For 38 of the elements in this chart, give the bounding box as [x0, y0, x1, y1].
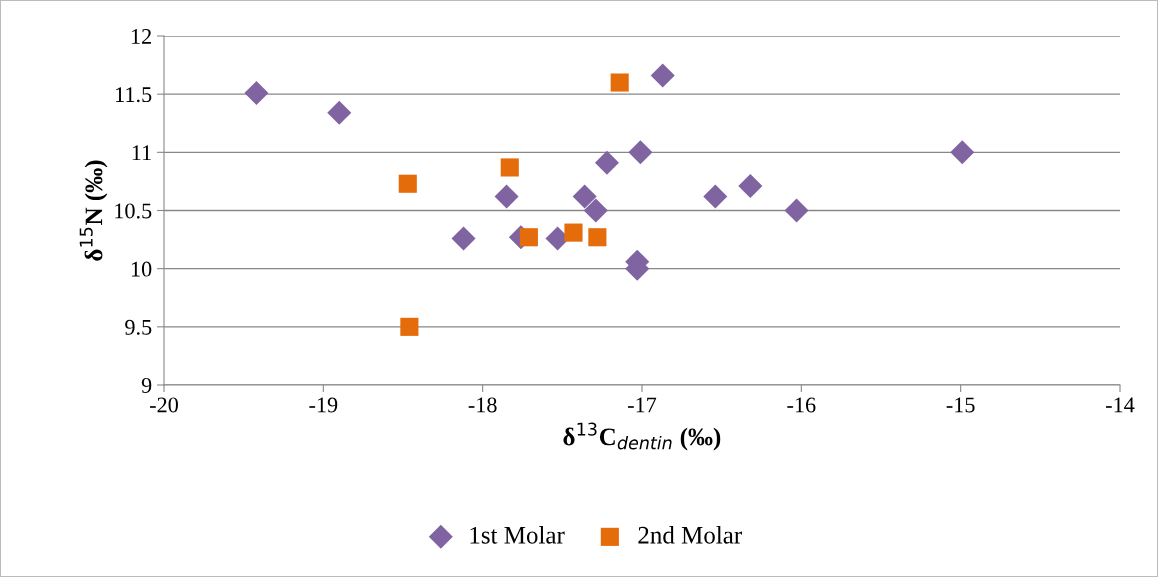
point [398, 174, 417, 193]
x-tick-label: -16 [787, 397, 816, 413]
x-tick-label: -20 [150, 397, 178, 413]
x-axis-title: δ$^{13}$C$_{dentin}$ (‰) [563, 422, 721, 451]
x-tick-label: -18 [468, 397, 497, 413]
point [738, 174, 763, 199]
y-tick-label: 9.5 [125, 319, 152, 335]
point [950, 140, 975, 165]
x-tick-label: -15 [946, 397, 975, 413]
point [494, 184, 519, 209]
point [588, 228, 607, 247]
x-tick-label: -17 [628, 397, 657, 413]
point [784, 198, 809, 223]
point [610, 73, 629, 92]
legend-label: 2nd Molar [638, 526, 742, 544]
point [650, 63, 675, 88]
point [703, 184, 728, 209]
y-tick-label: 9 [141, 377, 152, 393]
y-tick-label: 12 [131, 28, 151, 44]
point [400, 317, 419, 336]
point [327, 100, 352, 125]
y-tick-label: 11.5 [116, 87, 152, 103]
point [583, 198, 608, 223]
legend-label: 1st Molar [470, 526, 565, 544]
y-axis-title: δ$^{15}$N (‰) [79, 160, 108, 261]
point [244, 80, 269, 106]
point [594, 150, 619, 175]
point [628, 140, 653, 165]
point [572, 184, 597, 209]
point [564, 223, 583, 242]
point [451, 226, 476, 251]
y-tick-label: 10.5 [115, 203, 152, 219]
y-tick-label: 11 [132, 145, 151, 161]
x-tick-label: -14 [1106, 397, 1135, 413]
x-tick-label: -19 [309, 397, 338, 413]
point [500, 158, 519, 177]
point [519, 228, 538, 247]
y-tick-label: 10 [131, 261, 152, 277]
